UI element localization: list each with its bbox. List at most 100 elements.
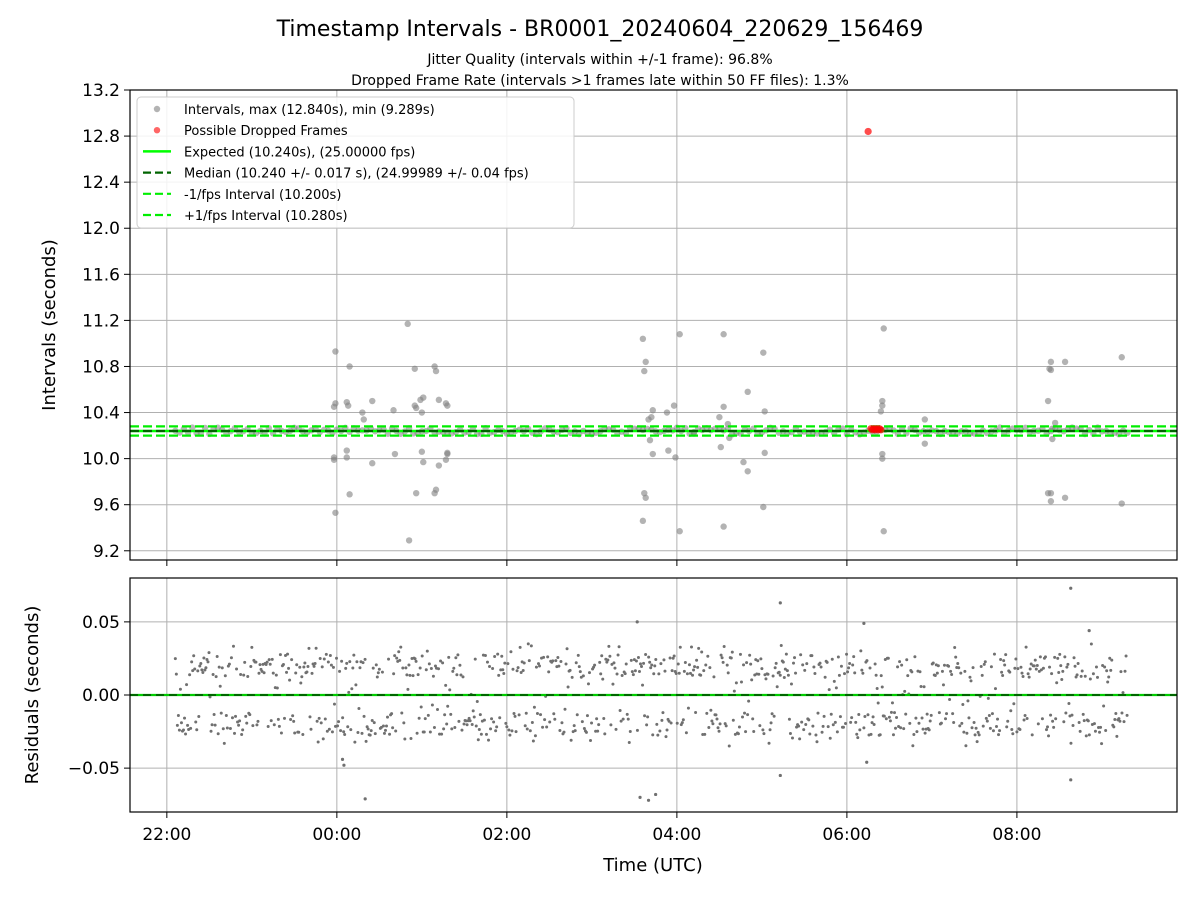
residual-point (494, 729, 498, 733)
residual-point (306, 665, 310, 669)
legend-marker-dropped (153, 127, 161, 134)
residual-point (758, 724, 762, 728)
residual-point (504, 721, 508, 725)
residual-point (194, 720, 198, 724)
residual-point (738, 652, 742, 656)
residual-point (1051, 719, 1055, 723)
interval-point (359, 409, 366, 416)
residual-point (176, 713, 180, 717)
residual-point (340, 659, 344, 663)
residual-point (636, 655, 640, 659)
residual-point (635, 728, 639, 732)
residual-point (980, 673, 984, 677)
residual-point (293, 731, 297, 735)
residual-point (501, 668, 505, 672)
residual-point (788, 732, 792, 736)
residual-point (569, 738, 573, 742)
residual-point (1092, 722, 1096, 726)
residual-point (595, 717, 599, 721)
residual-point (1038, 655, 1042, 659)
residual-point (667, 719, 671, 723)
residual-point (657, 672, 661, 676)
interval-point (432, 367, 440, 375)
residual-point (1032, 664, 1036, 668)
residual-point (858, 728, 862, 732)
residual-point (581, 674, 585, 678)
residual-point (207, 651, 211, 655)
residual-point (746, 713, 750, 717)
residual-point (607, 644, 611, 648)
residual-point (1005, 725, 1009, 729)
residual-point (964, 744, 968, 748)
residual-point (388, 732, 392, 736)
residual-point (644, 653, 648, 657)
residual-point (1063, 655, 1067, 659)
interval-point (332, 509, 339, 516)
residual-point (725, 663, 729, 667)
residual-point (215, 654, 219, 658)
residual-point (282, 716, 286, 720)
residual-point (230, 716, 234, 720)
residual-point (962, 730, 966, 734)
residual-point (312, 664, 316, 668)
residual-point (366, 727, 370, 731)
residual-point (947, 664, 951, 668)
residual-point (336, 724, 340, 728)
residual-point (234, 714, 238, 718)
interval-point (639, 335, 647, 343)
interval-point (435, 396, 443, 404)
interval-point (332, 348, 339, 355)
residual-point (340, 757, 345, 761)
residual-point (610, 662, 614, 666)
residual-point (675, 721, 679, 725)
residual-point (576, 653, 580, 657)
residual-point (1087, 629, 1091, 633)
residual-point (1008, 670, 1012, 674)
residual-point (513, 714, 517, 718)
residual-point (517, 713, 521, 717)
residual-point (961, 703, 965, 707)
residual-point (1004, 653, 1008, 657)
residual-point (869, 732, 873, 736)
residual-point (839, 664, 843, 668)
residual-point (948, 697, 952, 701)
residual-point (895, 715, 899, 719)
residual-point (403, 737, 407, 741)
residual-point (830, 657, 834, 661)
residual-point (672, 654, 676, 658)
residual-point (1075, 673, 1079, 677)
residual-point (986, 696, 990, 700)
residual-point (254, 660, 258, 664)
residual-point (500, 654, 504, 658)
residual-point (917, 721, 921, 725)
residual-point (598, 660, 602, 664)
residual-point (402, 721, 406, 725)
residual-point (1081, 712, 1085, 716)
residual-point (623, 672, 627, 676)
residual-point (1019, 665, 1023, 669)
residual-point (192, 654, 196, 658)
residual-point (362, 714, 366, 718)
residual-point (631, 673, 635, 677)
residual-point (1037, 669, 1041, 673)
residual-point (956, 662, 960, 666)
interval-point (663, 409, 671, 416)
residual-point (997, 733, 1001, 737)
residual-point (686, 706, 690, 710)
residual-point (1122, 720, 1126, 724)
residual-point (724, 724, 728, 728)
residual-point (971, 666, 975, 670)
residual-point (221, 727, 225, 731)
residual-point (235, 667, 239, 671)
residual-point (741, 715, 745, 719)
residual-point (516, 666, 520, 670)
residual-point (935, 671, 939, 675)
residual-point (774, 661, 778, 665)
residual-point (654, 657, 658, 661)
residual-point (921, 727, 925, 731)
residual-point (538, 664, 542, 668)
residual-point (803, 668, 807, 672)
residual-point (491, 667, 495, 671)
residuals-y-tick-label: −0.05 (68, 759, 120, 779)
residual-point (197, 715, 201, 719)
